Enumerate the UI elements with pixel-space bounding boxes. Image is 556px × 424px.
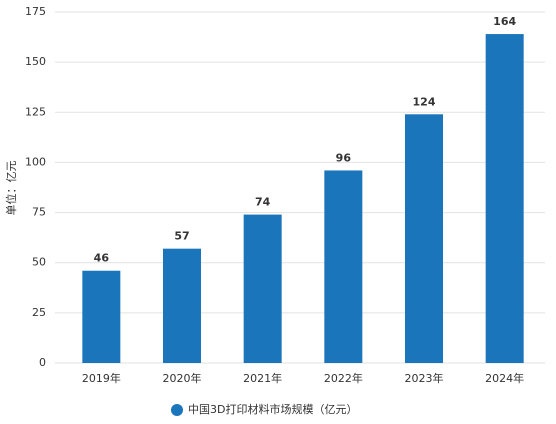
legend-label: 中国3D打印材料市场规模（亿元） bbox=[188, 402, 357, 416]
y-tick-label: 50 bbox=[32, 256, 46, 269]
legend-marker bbox=[171, 404, 183, 416]
x-tick-label: 2021年 bbox=[243, 371, 282, 385]
y-axis-label: 单位：亿元 bbox=[4, 161, 18, 216]
bar bbox=[82, 270, 121, 363]
y-tick-label: 125 bbox=[25, 105, 46, 118]
y-tick-label: 175 bbox=[25, 5, 46, 18]
y-tick-label: 0 bbox=[39, 356, 46, 369]
x-tick-label: 2020年 bbox=[163, 371, 202, 385]
bar bbox=[485, 34, 524, 363]
x-tick-label: 2024年 bbox=[485, 371, 524, 385]
value-label: 164 bbox=[493, 15, 516, 28]
bar bbox=[243, 214, 282, 363]
value-label: 74 bbox=[255, 196, 271, 209]
bar bbox=[324, 170, 363, 363]
value-label: 46 bbox=[94, 252, 110, 265]
bar bbox=[163, 248, 201, 363]
y-tick-label: 75 bbox=[32, 206, 46, 219]
value-label: 96 bbox=[336, 151, 352, 164]
x-tick-label: 2022年 bbox=[324, 371, 363, 385]
value-label: 124 bbox=[413, 95, 436, 108]
y-tick-label: 150 bbox=[25, 55, 46, 68]
y-tick-label: 100 bbox=[25, 155, 46, 168]
value-label: 57 bbox=[174, 230, 189, 243]
bar bbox=[405, 114, 443, 363]
x-tick-label: 2023年 bbox=[405, 371, 444, 385]
y-tick-label: 25 bbox=[32, 306, 46, 319]
x-tick-label: 2019年 bbox=[82, 371, 121, 385]
